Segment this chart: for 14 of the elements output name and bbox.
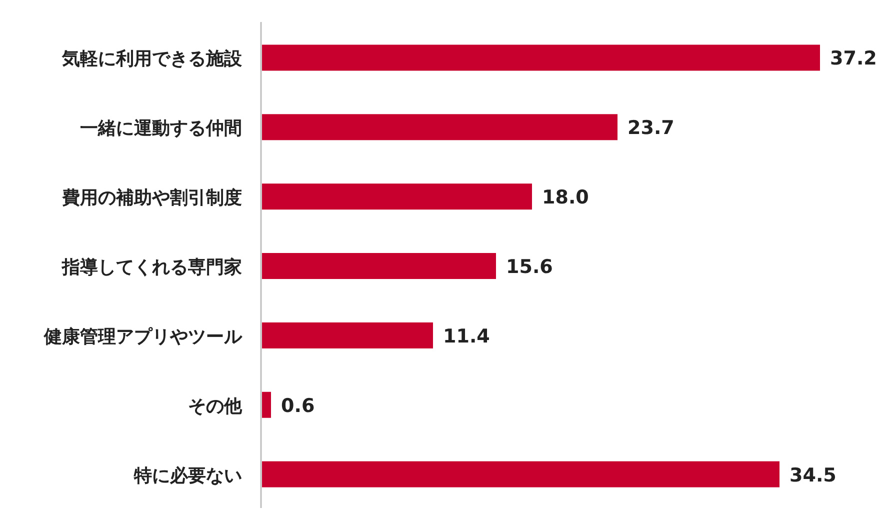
- y-tick-label: 一緒に運動する仲間: [80, 118, 242, 140]
- data-label: 15.6: [506, 256, 553, 278]
- y-tick-label: 指導してくれる専門家: [61, 257, 242, 278]
- y-tick-label: その他: [188, 396, 243, 417]
- y-tick-label: 費用の補助や割引制度: [61, 188, 242, 209]
- data-label: 37.2: [830, 48, 877, 70]
- y-tick-label: 健康管理アプリやツール: [43, 326, 243, 348]
- data-label: 18.0: [542, 186, 589, 209]
- data-label: 11.4: [443, 325, 490, 348]
- data-label: 23.7: [628, 117, 674, 140]
- y-tick-label: 特に必要ない: [133, 465, 242, 486]
- data-label: 0.6: [281, 394, 315, 417]
- y-tick-label: 気軽に利用できる施設: [61, 48, 243, 70]
- data-label: 34.5: [790, 464, 836, 486]
